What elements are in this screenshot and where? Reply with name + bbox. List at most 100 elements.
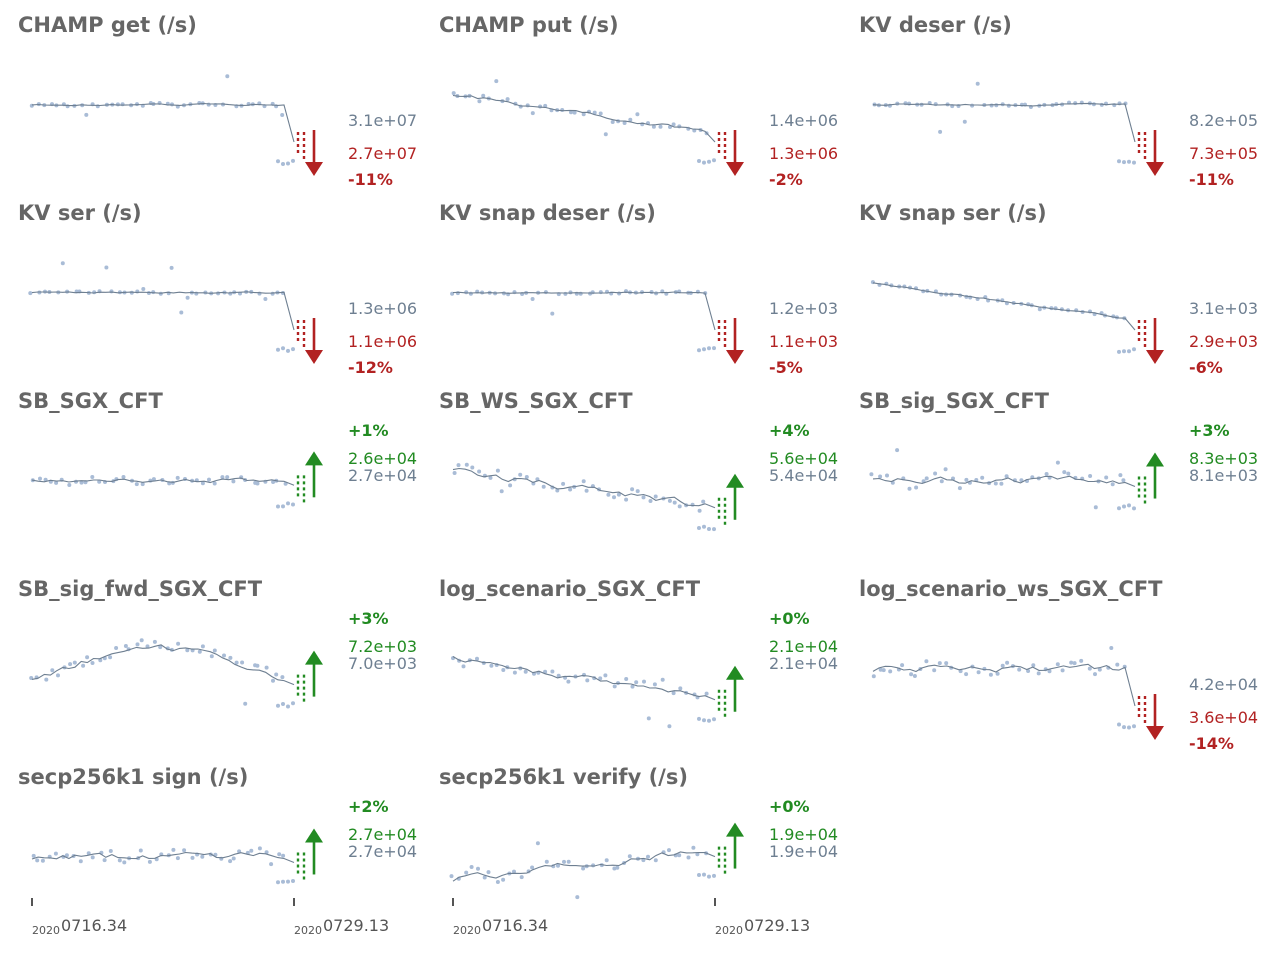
data-point — [555, 488, 560, 493]
data-point — [85, 655, 90, 660]
change-percent: +4% — [769, 421, 810, 440]
data-point — [628, 117, 633, 122]
data-point — [512, 670, 517, 675]
data-point — [1104, 475, 1109, 480]
data-point — [690, 502, 695, 507]
data-point — [914, 485, 919, 490]
data-point — [909, 672, 914, 677]
data-point — [1115, 662, 1120, 667]
data-point — [957, 486, 962, 491]
chart-title: secp256k1 verify (/s) — [439, 765, 688, 789]
data-point — [707, 159, 711, 164]
x-tick-year: 2020 — [294, 924, 322, 937]
data-point — [604, 858, 609, 863]
data-point — [286, 501, 290, 506]
data-point — [281, 879, 285, 884]
data-point — [652, 682, 657, 687]
chart-plot: +3% 8.3e+038.1e+03 — [869, 421, 1258, 511]
data-point — [1005, 660, 1010, 665]
chart-panel: secp256k1 verify (/s) +0% 1.9e+04 1.9e+04 — [421, 752, 841, 940]
data-point — [53, 851, 58, 856]
data-point — [556, 863, 560, 868]
data-point — [269, 862, 274, 867]
data-point — [1132, 724, 1136, 729]
series-line — [452, 291, 716, 331]
data-point — [1127, 159, 1131, 164]
chart-title: log_scenario_ws_SGX_CFT — [859, 577, 1163, 601]
data-point — [648, 499, 653, 503]
data-point — [1000, 663, 1005, 668]
data-point — [566, 859, 571, 864]
data-point — [271, 678, 275, 683]
chart-panel: KV snap ser (/s) 3.1e+03 2.9e+03 -6% — [841, 188, 1261, 376]
data-point — [907, 101, 912, 106]
data-point — [104, 265, 109, 270]
data-point — [200, 481, 205, 486]
data-point — [220, 475, 225, 480]
data-point — [964, 477, 969, 482]
data-point — [140, 482, 145, 487]
data-point — [182, 848, 187, 853]
chart-title: KV ser (/s) — [18, 201, 142, 225]
data-point — [464, 870, 469, 875]
data-point — [271, 480, 276, 484]
change-percent: -2% — [769, 170, 803, 188]
data-point — [276, 504, 280, 509]
data-point — [1062, 470, 1067, 475]
data-point — [524, 475, 529, 479]
data-point — [38, 476, 42, 481]
data-point — [495, 468, 500, 473]
data-point — [616, 492, 621, 497]
data-point — [212, 481, 217, 486]
data-point — [568, 290, 573, 295]
data-point — [470, 465, 475, 470]
data-point — [702, 524, 706, 529]
data-point — [281, 162, 285, 166]
data-point — [1055, 460, 1060, 465]
chart-title: KV deser (/s) — [859, 13, 1012, 37]
data-point — [461, 664, 466, 669]
data-point — [712, 158, 716, 163]
data-point — [686, 855, 691, 860]
data-point — [281, 346, 285, 351]
change-percent: +2% — [348, 797, 389, 816]
data-point — [255, 481, 260, 486]
data-point — [81, 663, 86, 668]
data-point — [518, 472, 523, 477]
current-value: 1.9e+04 — [769, 825, 838, 844]
data-point — [584, 488, 589, 493]
data-point — [158, 645, 163, 650]
data-point — [630, 684, 635, 689]
data-point — [40, 858, 45, 863]
current-value: 1.1e+06 — [348, 332, 417, 351]
data-point — [134, 482, 139, 487]
data-point — [291, 347, 295, 352]
data-point — [523, 669, 528, 674]
chart-panel: KV ser (/s) 1.3e+06 1.1e+06 -12% — [0, 188, 420, 376]
data-point — [1031, 663, 1036, 668]
series-line — [31, 291, 295, 331]
data-point — [44, 677, 49, 682]
data-point — [138, 848, 143, 853]
data-point — [869, 472, 874, 477]
data-point — [286, 879, 290, 884]
data-point — [550, 311, 555, 316]
up-arrow-icon — [1146, 452, 1164, 467]
data-point — [455, 291, 460, 296]
data-point — [695, 289, 700, 294]
data-point — [255, 663, 260, 668]
data-point — [185, 295, 190, 300]
data-point — [151, 477, 156, 482]
data-point — [56, 673, 60, 678]
chart-title: CHAMP get (/s) — [18, 13, 197, 37]
data-point — [630, 487, 635, 492]
data-point — [641, 495, 646, 500]
data-point — [286, 161, 290, 166]
data-point — [1079, 658, 1084, 663]
data-point — [270, 291, 275, 296]
x-tick-label: 20200729.13 — [294, 916, 389, 937]
change-percent: +3% — [348, 609, 389, 628]
current-value: 1.1e+03 — [769, 332, 838, 351]
chart-title: KV snap deser (/s) — [439, 201, 656, 225]
current-value: 2.6e+04 — [348, 449, 417, 468]
